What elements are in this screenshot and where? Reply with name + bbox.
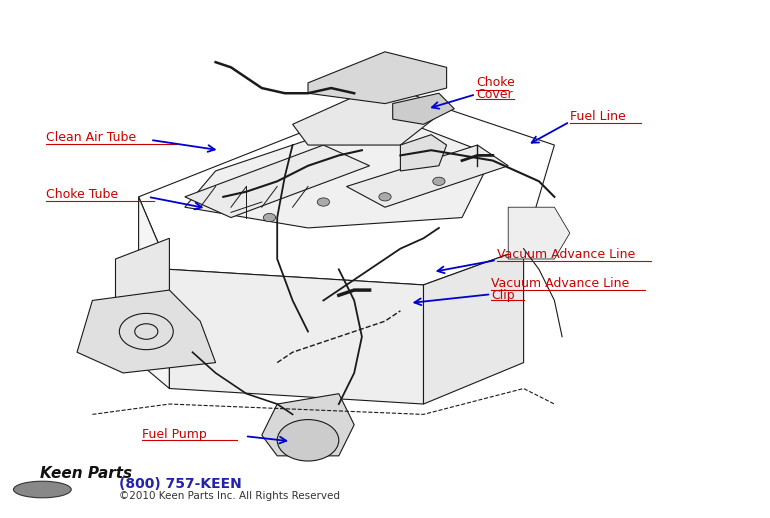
Polygon shape [308, 52, 447, 104]
Text: Fuel Line: Fuel Line [570, 110, 625, 123]
Polygon shape [262, 394, 354, 456]
Circle shape [433, 177, 445, 185]
Text: Choke: Choke [476, 76, 514, 90]
Text: Clean Air Tube: Clean Air Tube [46, 131, 136, 144]
Polygon shape [393, 93, 454, 124]
Polygon shape [185, 114, 493, 228]
Polygon shape [346, 145, 508, 207]
Polygon shape [508, 207, 570, 259]
Text: Clip: Clip [491, 289, 515, 302]
Polygon shape [77, 290, 216, 373]
Polygon shape [169, 269, 424, 404]
Polygon shape [139, 197, 169, 388]
Text: ©2010 Keen Parts Inc. All Rights Reserved: ©2010 Keen Parts Inc. All Rights Reserve… [119, 491, 340, 501]
Text: Vacuum Advance Line: Vacuum Advance Line [497, 248, 635, 262]
Ellipse shape [14, 481, 71, 498]
Text: Choke Tube: Choke Tube [46, 188, 119, 201]
Polygon shape [185, 145, 370, 218]
Text: Keen Parts: Keen Parts [40, 467, 132, 481]
Circle shape [379, 193, 391, 201]
Polygon shape [293, 83, 447, 145]
Text: Fuel Pump: Fuel Pump [142, 427, 207, 441]
Text: (800) 757-KEEN: (800) 757-KEEN [119, 477, 242, 492]
Polygon shape [424, 249, 524, 404]
Polygon shape [116, 238, 169, 321]
Circle shape [263, 213, 276, 222]
Text: Vacuum Advance Line: Vacuum Advance Line [491, 277, 630, 291]
Circle shape [317, 198, 330, 206]
Text: Cover: Cover [476, 88, 513, 101]
Circle shape [277, 420, 339, 461]
Polygon shape [400, 135, 447, 171]
